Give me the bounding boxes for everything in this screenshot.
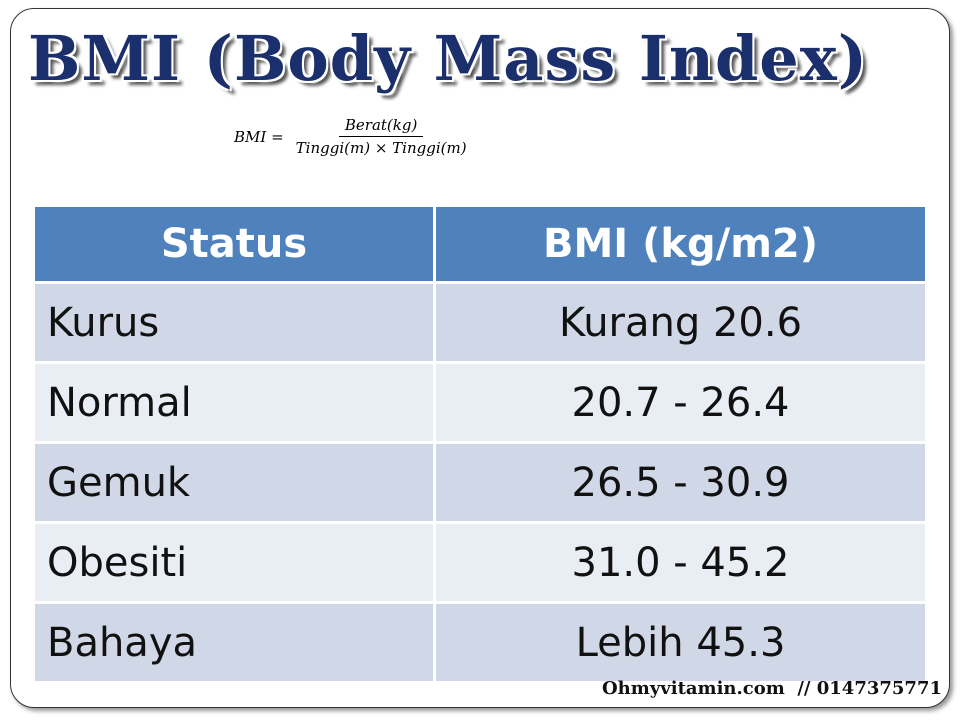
formula-lhs: BMI =: [234, 127, 284, 146]
status-cell: Obesiti: [35, 524, 436, 601]
table-row: Kurus Kurang 20.6: [35, 284, 925, 361]
numerator: Berat(kg): [338, 116, 424, 137]
denominator: Tinggi(m) × Tinggi(m): [295, 139, 467, 157]
title: BMI (Body Mass Index): [28, 22, 869, 95]
table-row: Bahaya Lebih 45.3: [35, 604, 925, 681]
fraction: Berat(kg) Tinggi(m) × Tinggi(m): [290, 116, 473, 157]
bmi-cell: 26.5 - 30.9: [436, 444, 925, 521]
bmi-table: Status BMI (kg/m2) Kurus Kurang 20.6 Norma…: [35, 204, 925, 684]
table-body: Kurus Kurang 20.6 Normal 20.7 - 26.4 Gemuk 26…: [35, 284, 925, 681]
bmi-cell: 20.7 - 26.4: [436, 364, 925, 441]
table-row: Gemuk 26.5 - 30.9: [35, 444, 925, 521]
header-row: Status BMI (kg/m2): [35, 207, 925, 281]
status-cell: Normal: [35, 364, 436, 441]
bmi-cell: Kurang 20.6: [436, 284, 925, 361]
table-row: Normal 20.7 - 26.4: [35, 364, 925, 441]
formula: BMI = Berat(kg) Tinggi(m) × Tinggi(m): [234, 116, 473, 157]
bmi-cell: Lebih 45.3: [436, 604, 925, 681]
table-row: Obesiti 31.0 - 45.2: [35, 524, 925, 601]
footer: Ohmyvitamin.com // 0147375771: [602, 678, 942, 699]
column-header: BMI (kg/m2): [436, 207, 925, 281]
status-cell: Gemuk: [35, 444, 436, 521]
status-cell: Kurus: [35, 284, 436, 361]
column-header: Status: [35, 207, 436, 281]
status-cell: Bahaya: [35, 604, 436, 681]
bmi-cell: 31.0 - 45.2: [436, 524, 925, 601]
